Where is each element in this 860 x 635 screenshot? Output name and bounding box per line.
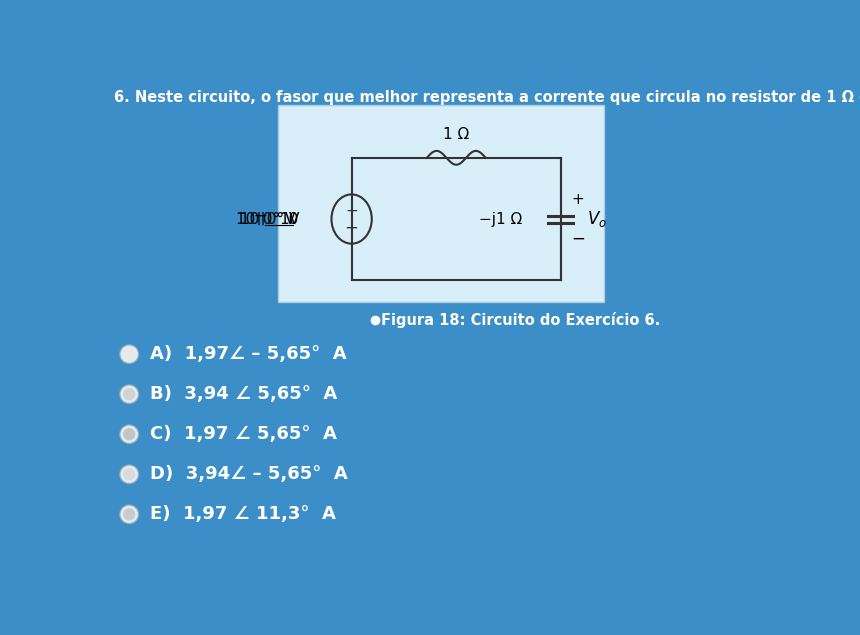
Circle shape [120,505,138,524]
Text: B)  3,94 ∠ 5,65°  A: B) 3,94 ∠ 5,65° A [150,385,337,403]
Text: D)  3,94∠ – 5,65°  A: D) 3,94∠ – 5,65° A [150,465,348,483]
Text: 10†0° V: 10†0° V [240,211,299,227]
Circle shape [123,468,135,481]
Circle shape [123,388,135,401]
Text: C)  1,97 ∠ 5,65°  A: C) 1,97 ∠ 5,65° A [150,425,337,443]
Text: Figura 18: Circuito do Exercício 6.: Figura 18: Circuito do Exercício 6. [381,312,660,328]
Circle shape [123,508,135,521]
Circle shape [123,348,135,360]
Text: 10†0° V: 10†0° V [237,211,296,227]
Text: E)  1,97 ∠ 11,3°  A: E) 1,97 ∠ 11,3° A [150,505,336,523]
Text: +: + [572,192,584,206]
Text: $V_o$: $V_o$ [587,209,607,229]
Circle shape [120,345,138,363]
Text: 6. Neste circuito, o fasor que melhor representa a corrente que circula no resis: 6. Neste circuito, o fasor que melhor re… [114,88,860,105]
FancyBboxPatch shape [278,105,604,302]
Text: A)  1,97∠ – 5,65°  A: A) 1,97∠ – 5,65° A [150,345,347,363]
Circle shape [120,465,138,483]
Circle shape [120,425,138,443]
Text: 1 Ω: 1 Ω [443,128,470,142]
Text: −j1 Ω: −j1 Ω [479,211,522,227]
Circle shape [120,385,138,403]
Text: −: − [345,218,359,236]
Text: +: + [345,204,358,219]
Circle shape [123,428,135,441]
Text: 10: 10 [280,211,299,227]
Text: −: − [571,230,585,248]
